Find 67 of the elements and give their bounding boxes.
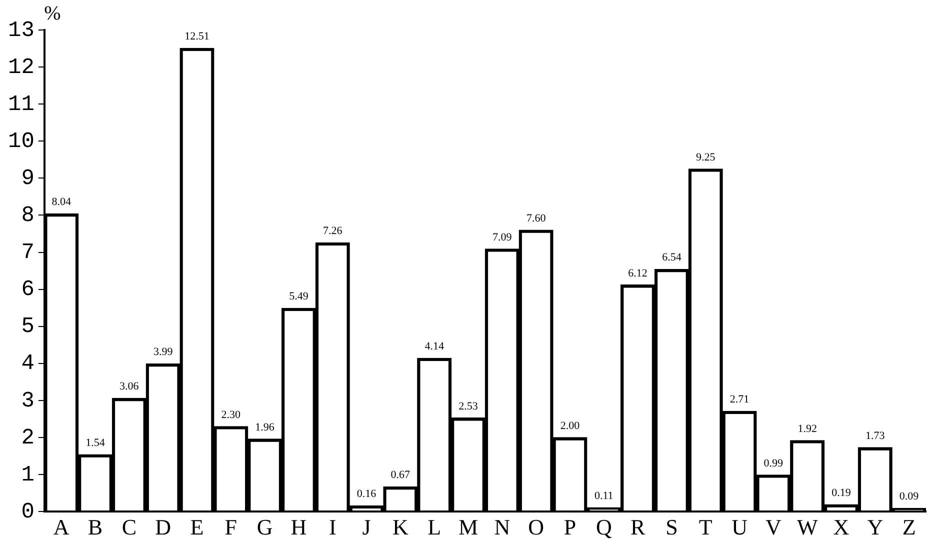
y-axis-title: % <box>44 2 61 24</box>
data-label: 3.99 <box>153 346 174 358</box>
x-tick-label: Z <box>902 514 916 540</box>
x-tick-label: N <box>494 514 510 540</box>
x-tick-label: A <box>53 514 70 540</box>
x-tick-label: K <box>392 514 408 540</box>
data-label: 1.92 <box>798 422 817 435</box>
y-tick-label: 9 <box>21 166 34 192</box>
data-label: 2.30 <box>221 408 242 421</box>
y-tick-label: 11 <box>8 92 34 117</box>
data-label: 3.06 <box>120 380 140 393</box>
x-tick-label: D <box>155 514 172 540</box>
y-tick-label: 5 <box>21 314 34 340</box>
y-tick-label: 1 <box>21 462 34 488</box>
y-tick-label: 0 <box>21 499 34 524</box>
y-tick-label: 10 <box>8 128 34 154</box>
x-tick-label: T <box>698 514 713 540</box>
x-tick-label: F <box>224 514 238 540</box>
data-label: 0.99 <box>764 457 784 470</box>
y-tick-label: 7 <box>21 240 34 266</box>
x-tick-label: L <box>428 514 442 540</box>
x-tick-label: R <box>630 514 646 540</box>
x-tick-label: M <box>458 514 478 540</box>
data-label: 1.54 <box>86 436 106 449</box>
data-label: 8.04 <box>52 196 72 208</box>
x-tick-label: Q <box>596 514 612 540</box>
x-tick-label: O <box>528 514 544 540</box>
y-tick-label: 6 <box>21 277 34 302</box>
data-label: 7.60 <box>526 212 546 224</box>
x-tick-label: V <box>765 514 782 540</box>
x-tick-label: G <box>256 514 273 540</box>
y-tick-label: 3 <box>21 388 34 414</box>
data-label: 1.96 <box>255 421 275 434</box>
data-label: 0.09 <box>899 490 920 503</box>
data-label: 12.51 <box>184 30 210 43</box>
y-tick-label: 8 <box>21 203 34 228</box>
data-label: 7.09 <box>492 231 512 244</box>
y-tick-label: 12 <box>8 54 34 80</box>
x-tick-label: J <box>362 514 372 540</box>
y-tick-label: 2 <box>21 425 34 450</box>
data-label: 7.26 <box>322 225 343 238</box>
x-tick-label: C <box>122 514 137 540</box>
x-tick-label: E <box>190 514 204 540</box>
x-tick-label: Y <box>867 514 884 540</box>
x-tick-label: H <box>290 514 307 540</box>
x-tick-label: W <box>796 514 818 540</box>
x-tick-label: B <box>88 514 103 540</box>
data-label: 1.73 <box>866 430 886 442</box>
data-label: 0.16 <box>356 488 377 500</box>
x-tick-label: P <box>564 514 576 540</box>
x-tick-label: I <box>328 514 336 540</box>
x-tick-label: X <box>833 514 850 540</box>
data-label: 6.12 <box>628 267 648 280</box>
data-label: 6.54 <box>662 252 682 264</box>
y-tick-label: 13 <box>8 18 34 43</box>
data-label: 0.11 <box>594 490 614 502</box>
data-label: 5.49 <box>289 290 309 303</box>
data-label: 0.67 <box>390 469 411 482</box>
data-label: 2.00 <box>560 420 580 432</box>
data-label: 4.14 <box>424 340 444 353</box>
data-label: 2.71 <box>730 394 750 406</box>
data-label: 0.19 <box>832 486 852 499</box>
x-tick-label: U <box>732 514 748 540</box>
data-label: 9.25 <box>696 151 716 164</box>
x-tick-label: S <box>666 514 678 540</box>
data-label: 2.53 <box>458 400 478 412</box>
y-tick-label: 4 <box>21 351 34 376</box>
